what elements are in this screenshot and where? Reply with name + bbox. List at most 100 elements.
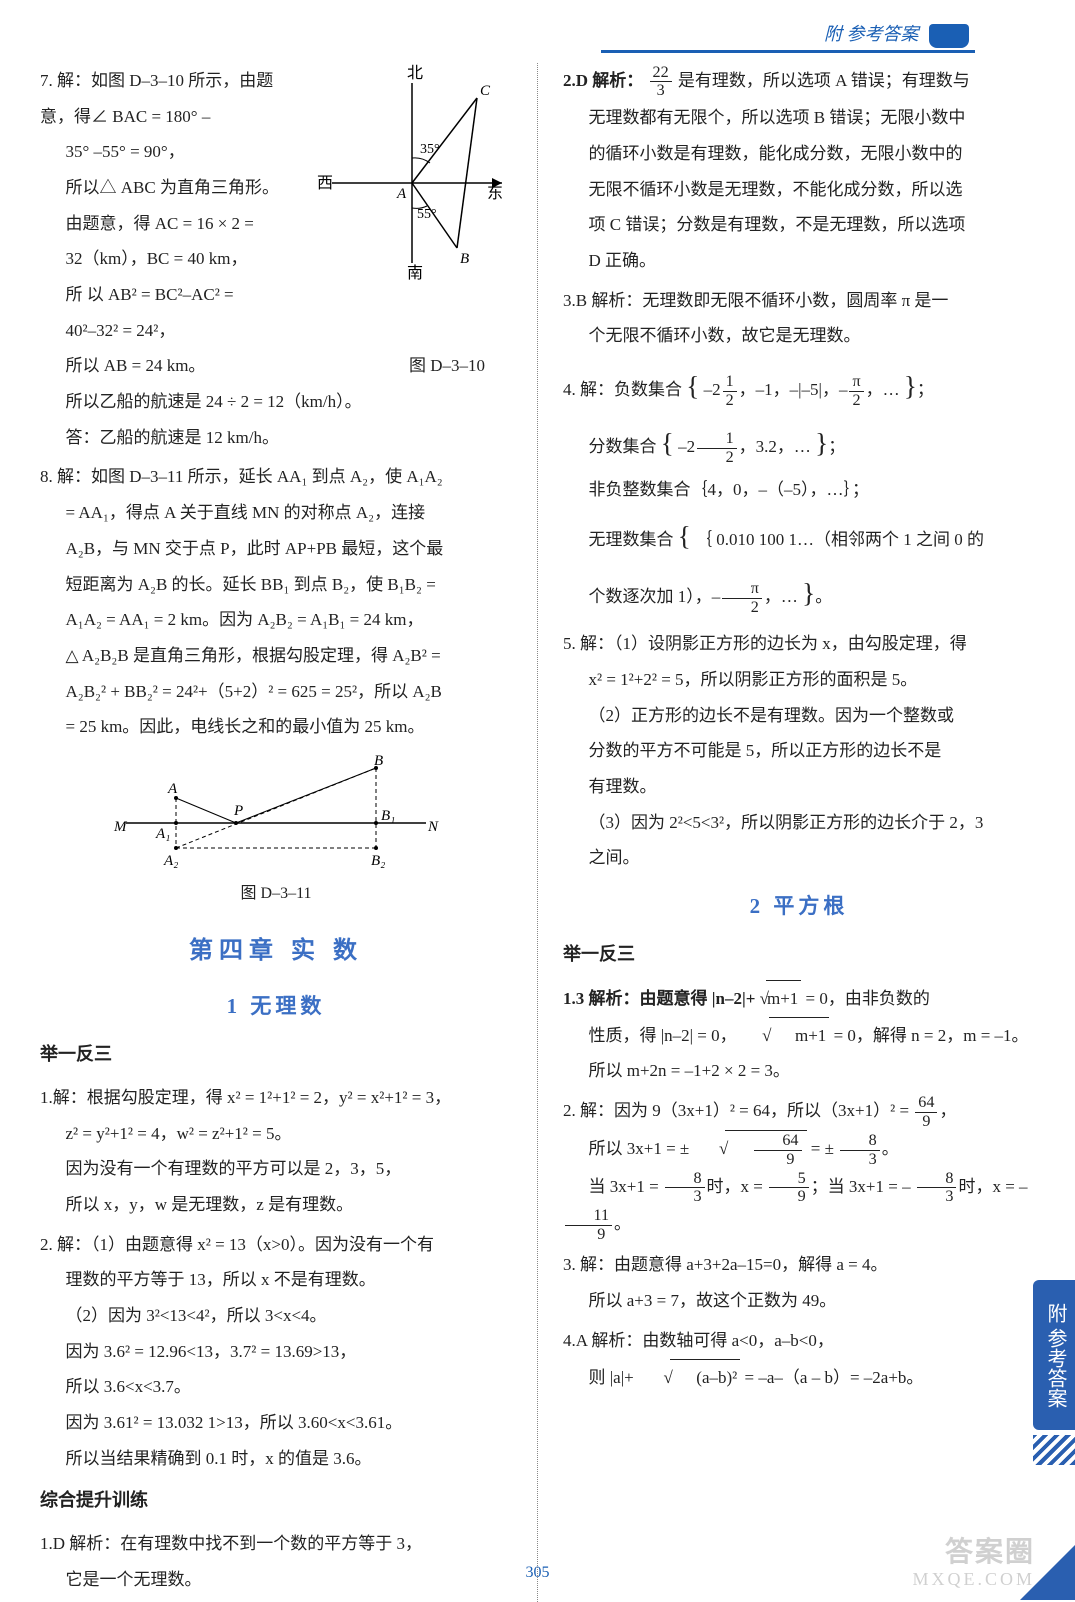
section-2-title: 2 平方根 [563, 884, 1035, 928]
left-column: 北 南 东 西 A B C 35° 55° 7. 解：如图 D–3–10 所示，… [40, 63, 512, 1602]
compass-diagram: 北 南 东 西 A B C 35° 55° [312, 63, 512, 283]
c2: 2.D 解析： 22 3 是有理数，所以选项 A 错误；有理数与 无理数都有无限… [563, 63, 1035, 279]
watermark-2: MXQE.COM [912, 1569, 1035, 1590]
q8-l7: A₂B₂² + BB₂² = 24²+（5+2）² = 625 = 25²，所以… [40, 674, 512, 710]
chapter-title: 第四章 实 数 [40, 926, 512, 976]
svg-text:M: M [113, 819, 128, 835]
r4-l2: 则 |a|+ (a–b)² = –a–（a – b）= –2a+b。 [563, 1359, 1035, 1396]
c1-l2: 它是一个无理数。 [40, 1562, 512, 1598]
r2: 2. 解：因为 9（3x+1）² = 64，所以（3x+1）² = 649， 所… [563, 1093, 1035, 1243]
s1q1: 1.解：根据勾股定理，得 x² = 1²+1² = 2，y² = x²+1² =… [40, 1080, 512, 1223]
q8-l6: △ A₂B₂B 是直角三角形，根据勾股定理，得 A₂B² = [40, 638, 512, 674]
svg-text:B₂: B₂ [371, 853, 385, 869]
svg-text:A: A [167, 781, 178, 797]
c4-fen: 分数集合 { –212，3.2，… }； [563, 415, 1035, 472]
section-1-title: 1 无理数 [40, 984, 512, 1028]
s1q2-l6: 因为 3.61² = 13.032 1>13，所以 3.60<x<3.61。 [40, 1405, 512, 1441]
fig-d311-label: 图 D–3–11 [40, 877, 512, 911]
c3-l2: 个无限不循环小数，故它是无理数。 [563, 318, 1035, 354]
c2-l5: 项 C 错误；分数是有理数，不是无理数，所以选项 [563, 207, 1035, 243]
s1q2-l4: 因为 3.6² = 12.96<13，3.7² = 13.69>13， [40, 1334, 512, 1370]
reflection-diagram: A A₁ A₂ B B₁ B₂ M N P [106, 753, 446, 873]
s1q2-l5: 所以 3.6<x<3.7。 [40, 1369, 512, 1405]
east-label: 东 [487, 184, 503, 202]
c1-l1: 1.D 解析：在有理数中找不到一个数的平方等于 3， [40, 1526, 512, 1562]
s1q1-l3: 因为没有一个有理数的平方可以是 2，3，5， [40, 1151, 512, 1187]
frac-22-3: 22 3 [650, 64, 672, 101]
c2-l2: 无理数都有无限个，所以选项 B 错误；无限小数中 [563, 100, 1035, 136]
sub-juyifansan-2: 举一反三 [563, 936, 1035, 974]
s1q2-l2: 理数的平方等于 13，所以 x 不是有理数。 [40, 1262, 512, 1298]
c5-l6: （3）因为 2²<5<3²，所以阴影正方形的边长介于 2，3 [563, 805, 1035, 841]
c2-l6: D 正确。 [563, 243, 1035, 279]
c4-irr2: 个数逐次加 1），–π2，… }。 [563, 565, 1035, 622]
pt-B: B [460, 251, 469, 267]
page-header: 附 参考答案 [40, 20, 1035, 53]
q8-l3: A₂B，与 MN 交于点 P，此时 AP+PB 最短，这个最 [40, 531, 512, 567]
c2-l4: 无限不循环小数是无理数，不能化成分数，所以选 [563, 172, 1035, 208]
c4-neg: 4. 解：负数集合 { –212，–1，–|–5|，–π2，… }； [563, 358, 1035, 415]
c5-l3: （2）正方形的边长不是有理数。因为一个整数或 [563, 698, 1035, 734]
r4-l1: 4.A 解析：由数轴可得 a<0，a–b<0， [563, 1323, 1035, 1359]
s1q2: 2. 解：（1）由题意得 x² = 13（x>0）。因为没有一个有 理数的平方等… [40, 1227, 512, 1477]
s1q1-l4: 所以 x，y，w 是无理数，z 是有理数。 [40, 1187, 512, 1223]
corner-triangle [1020, 1545, 1075, 1600]
c4-irr1: 无理数集合 { ｛ 0.010 100 1…（相邻两个 1 之间 0 的 [563, 508, 1035, 565]
r1-l1: 1.3 解析：由题意得 |n–2|+ m+1 = 0，由非负数的 [563, 980, 1035, 1017]
svg-text:B₁: B₁ [381, 808, 395, 824]
q7-l8: 所以 AB = 24 km。 [40, 348, 382, 384]
c2-l1b: 是有理数，所以选项 A 错误；有理数与 [678, 71, 970, 90]
c5-l4: 分数的平方不可能是 5，所以正方形的边长不是 [563, 733, 1035, 769]
c1: 1.D 解析：在有理数中找不到一个数的平方等于 3， 它是一个无理数。 [40, 1526, 512, 1597]
c2-l1: 2.D 解析： 22 3 是有理数，所以选项 A 错误；有理数与 [563, 63, 1035, 100]
pt-C: C [480, 83, 491, 99]
r1-l2: 性质，得 |n–2| = 0，m+1 = 0，解得 n = 2，m = –1。 [563, 1017, 1035, 1054]
column-divider [537, 63, 538, 1602]
pt-A: A [396, 186, 407, 202]
r2-l3: 当 3x+1 = 83时，x = 59；当 3x+1 = – 83时，x = –… [563, 1169, 1035, 1244]
svg-text:N: N [427, 819, 439, 835]
r3-l2: 所以 a+3 = 7，故这个正数为 49。 [563, 1283, 1035, 1319]
c5-l5: 有理数。 [563, 769, 1035, 805]
q7-l10: 答：乙船的航速是 12 km/h。 [40, 420, 512, 456]
r1: 1.3 解析：由题意得 |n–2|+ m+1 = 0，由非负数的 性质，得 |n… [563, 980, 1035, 1089]
sub-juyifansan: 举一反三 [40, 1036, 512, 1074]
page-number: 305 [526, 1564, 550, 1582]
q8-l4: 短距离为 A₂B 的长。延长 BB₁ 到点 B₂，使 B₁B₂ = [40, 567, 512, 603]
c5: 5. 解：（1）设阴影正方形的边长为 x，由勾股定理，得 x² = 1²+2² … [563, 626, 1035, 876]
q7-l9: 所以乙船的航速是 24 ÷ 2 = 12（km/h）。 [40, 384, 512, 420]
q8-l1: 8. 解：如图 D–3–11 所示，延长 AA₁ 到点 A₂，使 A₁A₂ [40, 459, 512, 495]
north-label: 北 [407, 64, 423, 82]
s1q2-l7: 所以当结果精确到 0.1 时，x 的值是 3.6。 [40, 1441, 512, 1477]
ang-55: 55° [417, 207, 437, 222]
c3-l1: 3.B 解析：无理数即无限不循环小数，圆周率 π 是一 [563, 283, 1035, 319]
header-text: 附 参考答案 [824, 24, 919, 44]
side-tab: 附 参考答案 [1033, 1280, 1075, 1430]
q7: 北 南 东 西 A B C 35° 55° 7. 解：如图 D–3–10 所示，… [40, 63, 512, 456]
c5-l2: x² = 1²+2² = 5，所以阴影正方形的面积是 5。 [563, 662, 1035, 698]
c3: 3.B 解析：无理数即无限不循环小数，圆周率 π 是一 个无限不循环小数，故它是… [563, 283, 1035, 354]
svg-text:P: P [233, 803, 243, 819]
book-icon [929, 24, 969, 48]
r3-l1: 3. 解：由题意得 a+3+2a–15=0，解得 a = 4。 [563, 1247, 1035, 1283]
page-root: 附 参考答案 北 南 东 西 [0, 0, 1075, 1600]
c5-l7: 之间。 [563, 840, 1035, 876]
s1q1-l2: z² = y²+1² = 4，w² = z²+1² = 5。 [40, 1116, 512, 1152]
c4: 4. 解：负数集合 { –212，–1，–|–5|，–π2，… }； 分数集合 … [563, 358, 1035, 622]
q7-l7: 40²–32² = 24²， [40, 313, 512, 349]
r3: 3. 解：由题意得 a+3+2a–15=0，解得 a = 4。 所以 a+3 =… [563, 1247, 1035, 1318]
two-column-layout: 北 南 东 西 A B C 35° 55° 7. 解：如图 D–3–10 所示，… [40, 63, 1035, 1602]
r2-l2: 所以 3x+1 = ± 649 = ± 83。 [563, 1130, 1035, 1168]
side-tab-stripes [1033, 1435, 1075, 1465]
c4-nonneg: 非负整数集合｛4，0，–（–5），…｝； [563, 472, 1035, 508]
r4: 4.A 解析：由数轴可得 a<0，a–b<0， 则 |a|+ (a–b)² = … [563, 1323, 1035, 1395]
sub-zonghe: 综合提升训练 [40, 1482, 512, 1520]
q8-l2: = AA₁，得点 A 关于直线 MN 的对称点 A₂，连接 [40, 495, 512, 531]
s1q2-l1: 2. 解：（1）由题意得 x² = 13（x>0）。因为没有一个有 [40, 1227, 512, 1263]
south-label: 南 [407, 264, 423, 282]
q8-l5: A₁A₂ = AA₁ = 2 km。因为 A₂B₂ = A₁B₁ = 24 km… [40, 602, 512, 638]
q8-l8: = 25 km。因此，电线长之和的最小值为 25 km。 [40, 709, 512, 745]
svg-text:B: B [374, 753, 383, 769]
right-column: 2.D 解析： 22 3 是有理数，所以选项 A 错误；有理数与 无理数都有无限… [563, 63, 1035, 1602]
q8: 8. 解：如图 D–3–11 所示，延长 AA₁ 到点 A₂，使 A₁A₂ = … [40, 459, 512, 910]
